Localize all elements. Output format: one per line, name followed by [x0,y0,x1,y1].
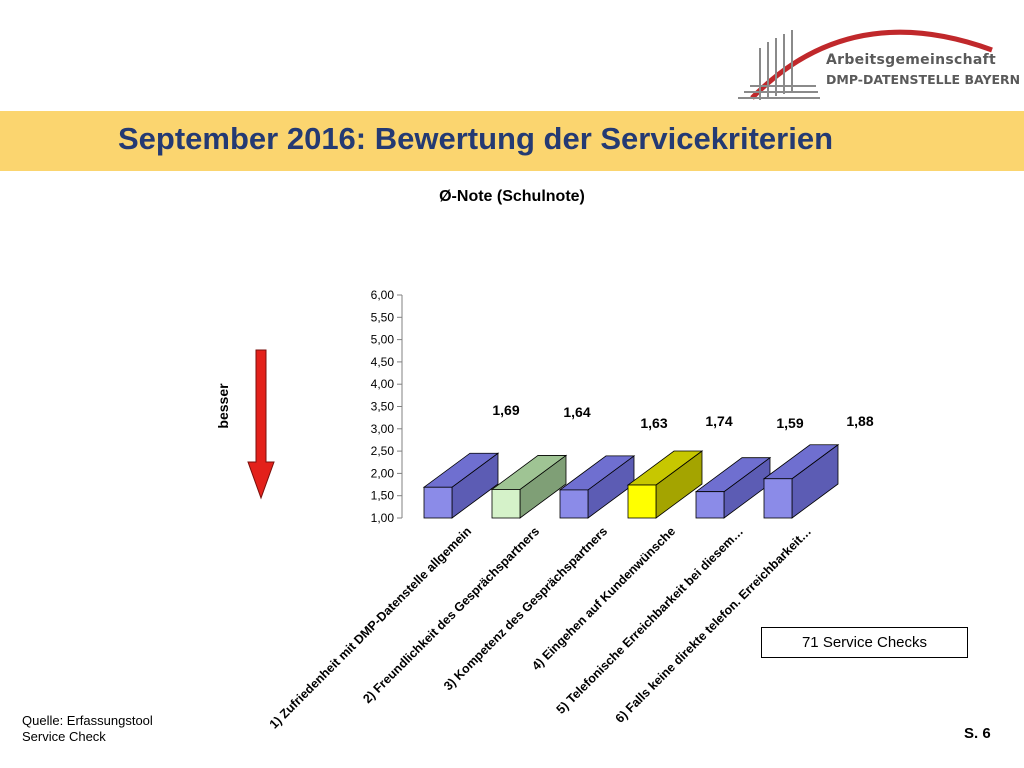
data-label: 1,64 [563,404,590,420]
data-label: 1,59 [776,415,803,431]
bar-front [423,486,453,519]
source-note: Quelle: Erfassungstool Service Check [22,713,153,745]
arrow-down-icon [247,349,275,500]
bar-front [559,489,589,519]
y-tick-label: 6,00 [371,288,395,302]
bar [490,454,568,519]
bar [558,455,636,519]
logo-name-line1: Arbeitsgemeinschaft [826,52,996,68]
y-tick-label: 2,00 [371,466,395,480]
data-label: 1,69 [492,402,519,418]
bar [422,452,500,519]
data-label: 1,88 [846,413,873,429]
page-title: September 2016: Bewertung der Servicekri… [118,121,834,156]
source-line-1: Quelle: Erfassungstool [22,713,153,728]
y-tick-label: 2,50 [371,444,395,458]
bar [694,456,772,519]
bar-front [763,478,793,519]
y-tick-label: 5,00 [371,333,395,347]
y-tick-label: 3,50 [371,400,395,414]
y-tick-label: 4,00 [371,377,395,391]
chart-title: Ø-Note (Schulnote) [439,188,585,205]
data-label: 1,74 [705,413,732,429]
y-tick-label: 4,50 [371,355,395,369]
bar-front [627,484,657,519]
page-number: S. 6 [964,725,991,742]
bar-front [491,489,521,519]
logo-name-line2: DMP-DATENSTELLE BAYERN [826,72,1021,87]
y-tick-label: 5,50 [371,310,395,324]
bar-front [695,491,725,519]
data-label: 1,63 [640,415,667,431]
source-line-2: Service Check [22,729,106,744]
logo-arc-icon [738,29,993,100]
y-tick-label: 1,50 [371,489,395,503]
service-checks-count: 71 Service Checks [761,627,968,658]
y-tick-label: 3,00 [371,422,395,436]
title-band [0,111,1024,171]
bar [626,450,704,519]
x-tick-label: 4) Eingehen auf Kundenwünsche [529,524,678,673]
bar [762,443,840,519]
y-tick-label: 1,00 [371,511,395,525]
